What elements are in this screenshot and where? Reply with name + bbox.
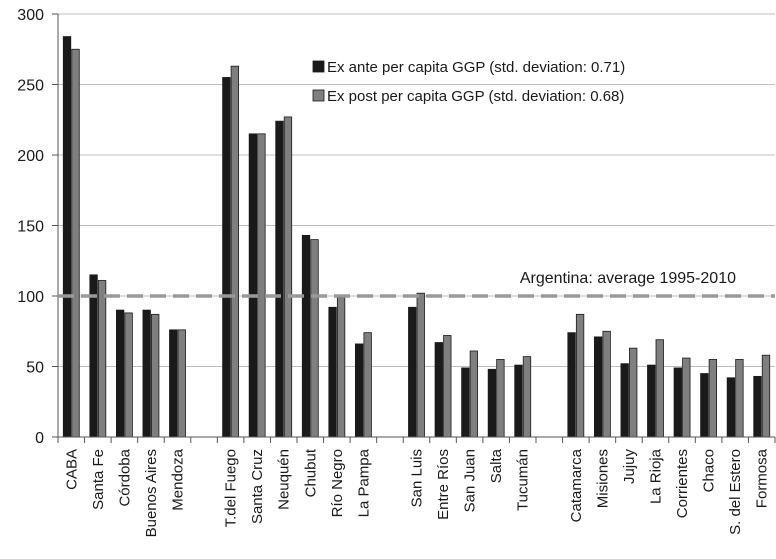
bar bbox=[142, 309, 151, 438]
bar bbox=[363, 332, 372, 438]
bar bbox=[169, 329, 178, 438]
bar bbox=[89, 274, 98, 438]
bar bbox=[629, 347, 638, 438]
x-category-label: Santa Fe bbox=[90, 449, 107, 510]
bar bbox=[151, 313, 160, 438]
bar bbox=[593, 336, 603, 438]
bar bbox=[708, 359, 718, 438]
x-category-label: Neuquén bbox=[276, 449, 293, 510]
x-category-label: La Rioja bbox=[648, 448, 665, 504]
bar bbox=[602, 330, 611, 438]
bar bbox=[567, 332, 576, 438]
bars bbox=[62, 36, 771, 438]
bar bbox=[700, 373, 709, 438]
bar bbox=[761, 354, 771, 438]
legend: Ex ante per capita GGP (std. deviation: … bbox=[312, 59, 625, 105]
bar bbox=[620, 363, 629, 438]
x-category-label: Córdoba bbox=[116, 448, 133, 506]
bar bbox=[496, 359, 505, 438]
x-category-label: La Pampa bbox=[355, 448, 372, 517]
bar bbox=[416, 292, 425, 438]
reference-line-label: Argentina: average 1995-2010 bbox=[520, 270, 736, 287]
x-category-label: Buenos Aires bbox=[143, 449, 160, 537]
bar bbox=[248, 133, 258, 438]
legend-swatch bbox=[312, 60, 325, 73]
bar bbox=[487, 368, 497, 438]
x-category-label: Mendoza bbox=[170, 448, 187, 510]
bar bbox=[647, 364, 656, 438]
bar bbox=[124, 312, 133, 438]
x-category-label: Corrientes bbox=[674, 449, 691, 518]
x-category-label: Salta bbox=[488, 448, 505, 483]
legend-label: Ex post per capita GGP (std. deviation: … bbox=[327, 88, 624, 105]
bar bbox=[257, 133, 266, 438]
bar bbox=[222, 77, 231, 438]
x-category-label: T.del Fuego bbox=[223, 449, 240, 527]
legend-swatch bbox=[312, 89, 325, 102]
bar bbox=[97, 280, 107, 438]
bar bbox=[283, 116, 293, 438]
x-category-label: Jujuy bbox=[621, 449, 638, 485]
bar bbox=[310, 239, 319, 438]
x-category-label: Santa Cruz bbox=[249, 449, 266, 524]
x-category-label: Tucumán bbox=[515, 449, 532, 511]
bar bbox=[434, 342, 443, 438]
bar bbox=[682, 357, 691, 438]
bar bbox=[753, 375, 762, 438]
bar bbox=[336, 297, 346, 438]
y-tick-label: 50 bbox=[26, 360, 44, 377]
bar bbox=[328, 306, 337, 438]
bar bbox=[673, 367, 682, 438]
bar bbox=[575, 313, 585, 438]
bar bbox=[177, 329, 186, 438]
bar bbox=[71, 48, 80, 438]
x-category-label: Formosa bbox=[754, 448, 771, 508]
y-tick-label: 0 bbox=[35, 430, 44, 447]
x-category-label: San Luis bbox=[409, 449, 426, 507]
x-category-label: Misiones bbox=[594, 449, 611, 508]
y-tick-label: 150 bbox=[17, 219, 44, 236]
y-axis: 0 50 100 150 200 250 300 bbox=[17, 7, 59, 447]
reference-line-group: Argentina: average 1995-2010 bbox=[58, 270, 775, 298]
x-category-label: CABA bbox=[63, 449, 80, 490]
x-category-label: S. del Estero bbox=[727, 449, 744, 535]
bar bbox=[408, 306, 417, 438]
bar bbox=[230, 65, 240, 438]
bar bbox=[461, 367, 470, 438]
bar bbox=[522, 356, 532, 438]
bar bbox=[354, 343, 364, 438]
legend-label: Ex ante per capita GGP (std. deviation: … bbox=[327, 59, 625, 76]
bar bbox=[655, 339, 664, 438]
x-category-label: Catamarca bbox=[568, 448, 585, 522]
x-category-label: San Juan bbox=[462, 449, 479, 512]
x-category-label: Chaco bbox=[701, 449, 718, 492]
y-tick-label: 200 bbox=[17, 148, 44, 165]
bar bbox=[469, 350, 479, 438]
bar bbox=[443, 335, 452, 438]
y-tick-label: 100 bbox=[17, 289, 44, 306]
bar bbox=[726, 377, 736, 438]
bar bbox=[275, 120, 284, 438]
x-category-label: Entre Ríos bbox=[435, 449, 452, 520]
bar bbox=[115, 309, 125, 438]
x-axis: CABA Santa Fe Córdoba Buenos Aires Mendoza T.… bbox=[57, 436, 776, 537]
y-tick-label: 250 bbox=[17, 78, 44, 95]
bar bbox=[514, 364, 523, 438]
x-category-label: Río Negro bbox=[329, 449, 346, 517]
bar bbox=[735, 359, 744, 438]
bar bbox=[62, 36, 72, 438]
y-tick-label: 300 bbox=[17, 7, 44, 24]
x-category-label: Chubut bbox=[302, 448, 319, 497]
bar bbox=[301, 234, 311, 438]
